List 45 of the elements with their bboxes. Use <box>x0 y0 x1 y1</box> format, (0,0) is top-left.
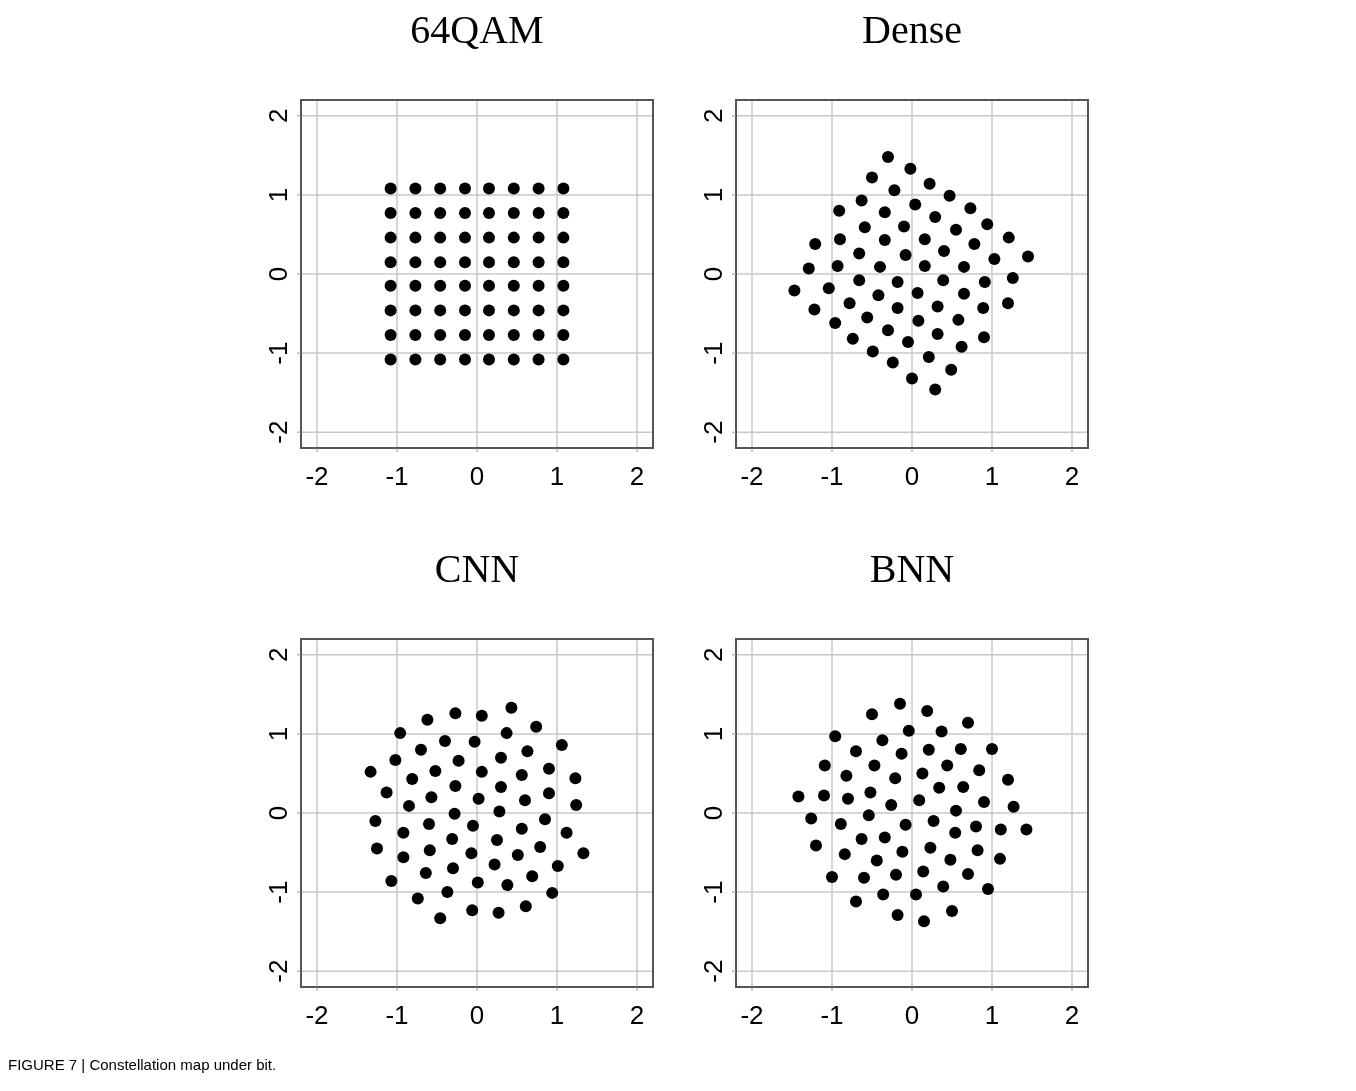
y-tick-label: 2 <box>698 108 728 124</box>
x-tick-label: 0 <box>904 1000 920 1030</box>
y-tick-label: 1 <box>263 187 293 203</box>
y-tick-label: 1 <box>698 726 728 742</box>
y-tick-label: 0 <box>698 805 728 821</box>
x-tick-label: -2 <box>740 461 764 491</box>
y-tick-label: 2 <box>263 647 293 663</box>
y-tick-label: -1 <box>263 341 293 365</box>
y-tick-label: 0 <box>263 805 293 821</box>
y-tick-label: -1 <box>263 880 293 904</box>
x-tick-label: -1 <box>820 1000 844 1030</box>
x-tick-label: 2 <box>629 1000 645 1030</box>
x-tick-label: -2 <box>740 1000 764 1030</box>
caption: FIGURE 7 | Constellation map under bit. <box>8 1056 277 1073</box>
x-tick-label: -1 <box>385 461 409 491</box>
y-tick-label: -2 <box>698 420 728 444</box>
x-tick-label: -2 <box>305 1000 329 1030</box>
x-tick-label: -1 <box>820 461 844 491</box>
y-tick-label: 2 <box>698 647 728 663</box>
y-tick-label: 1 <box>263 726 293 742</box>
x-tick-label: 0 <box>469 461 485 491</box>
y-tick-label: -2 <box>263 420 293 444</box>
x-tick-label: -1 <box>385 1000 409 1030</box>
y-tick-label: -1 <box>698 880 728 904</box>
x-tick-label: 1 <box>984 461 1000 491</box>
y-tick-label: -2 <box>698 959 728 983</box>
chart-title: 64QAM <box>410 7 544 52</box>
x-tick-label: 1 <box>984 1000 1000 1030</box>
x-tick-label: 1 <box>549 461 565 491</box>
y-tick-label: -2 <box>263 959 293 983</box>
y-tick-label: 0 <box>698 266 728 282</box>
y-tick-label: -1 <box>698 341 728 365</box>
x-tick-label: 1 <box>549 1000 565 1030</box>
chart-title: Dense <box>862 7 962 52</box>
y-tick-label: 1 <box>698 187 728 203</box>
y-tick-label: 2 <box>263 108 293 124</box>
chart-title: BNN <box>869 546 955 591</box>
chart-title: CNN <box>434 546 520 591</box>
y-tick-label: 0 <box>263 266 293 282</box>
x-tick-label: 2 <box>1064 1000 1080 1030</box>
x-tick-label: 0 <box>904 461 920 491</box>
x-tick-label: 2 <box>1064 461 1080 491</box>
x-tick-label: -2 <box>305 461 329 491</box>
x-tick-label: 2 <box>629 461 645 491</box>
x-tick-label: 0 <box>469 1000 485 1030</box>
